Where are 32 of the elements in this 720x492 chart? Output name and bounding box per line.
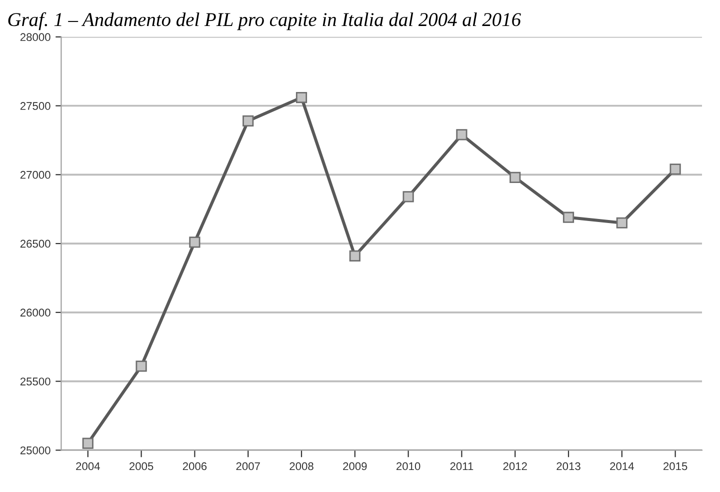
y-tick-label: 28000 [20,33,50,42]
x-tick-label: 2011 [450,462,474,470]
y-tick-label: 26000 [20,308,50,317]
x-tick-label: 2008 [290,462,314,470]
point [670,164,681,175]
x-tick-label: 2013 [556,462,580,470]
point [616,217,628,228]
point [510,172,521,183]
y-tick-label: 25000 [20,446,50,454]
point [456,129,468,140]
y-tick-label: 27500 [20,102,50,110]
x-tick-label: 2010 [396,462,420,470]
x-tick-label: 2006 [182,462,207,470]
point [136,360,147,372]
y-tick-label: 26500 [20,240,50,248]
x-tick-label: 2005 [130,462,154,470]
x-tick-label: 2007 [236,462,260,470]
x-tick-label: 2015 [664,462,688,470]
x-tick-label: 2009 [343,462,367,470]
y-tick-label: 25500 [20,378,50,386]
point [82,438,94,449]
point [349,250,360,262]
chart-title: Graf. 1 – Andamento del PIL pro capite in Italia dal 2004 al 2016 [8,12,521,30]
x-tick-label: 2012 [503,462,527,470]
point [242,115,254,126]
point [562,212,574,223]
x-tick-label: 2004 [76,462,100,470]
point [189,236,200,248]
point [402,191,414,202]
y-tick-label: 27000 [20,170,50,179]
point [296,92,308,104]
x-tick-label: 2014 [610,462,634,470]
